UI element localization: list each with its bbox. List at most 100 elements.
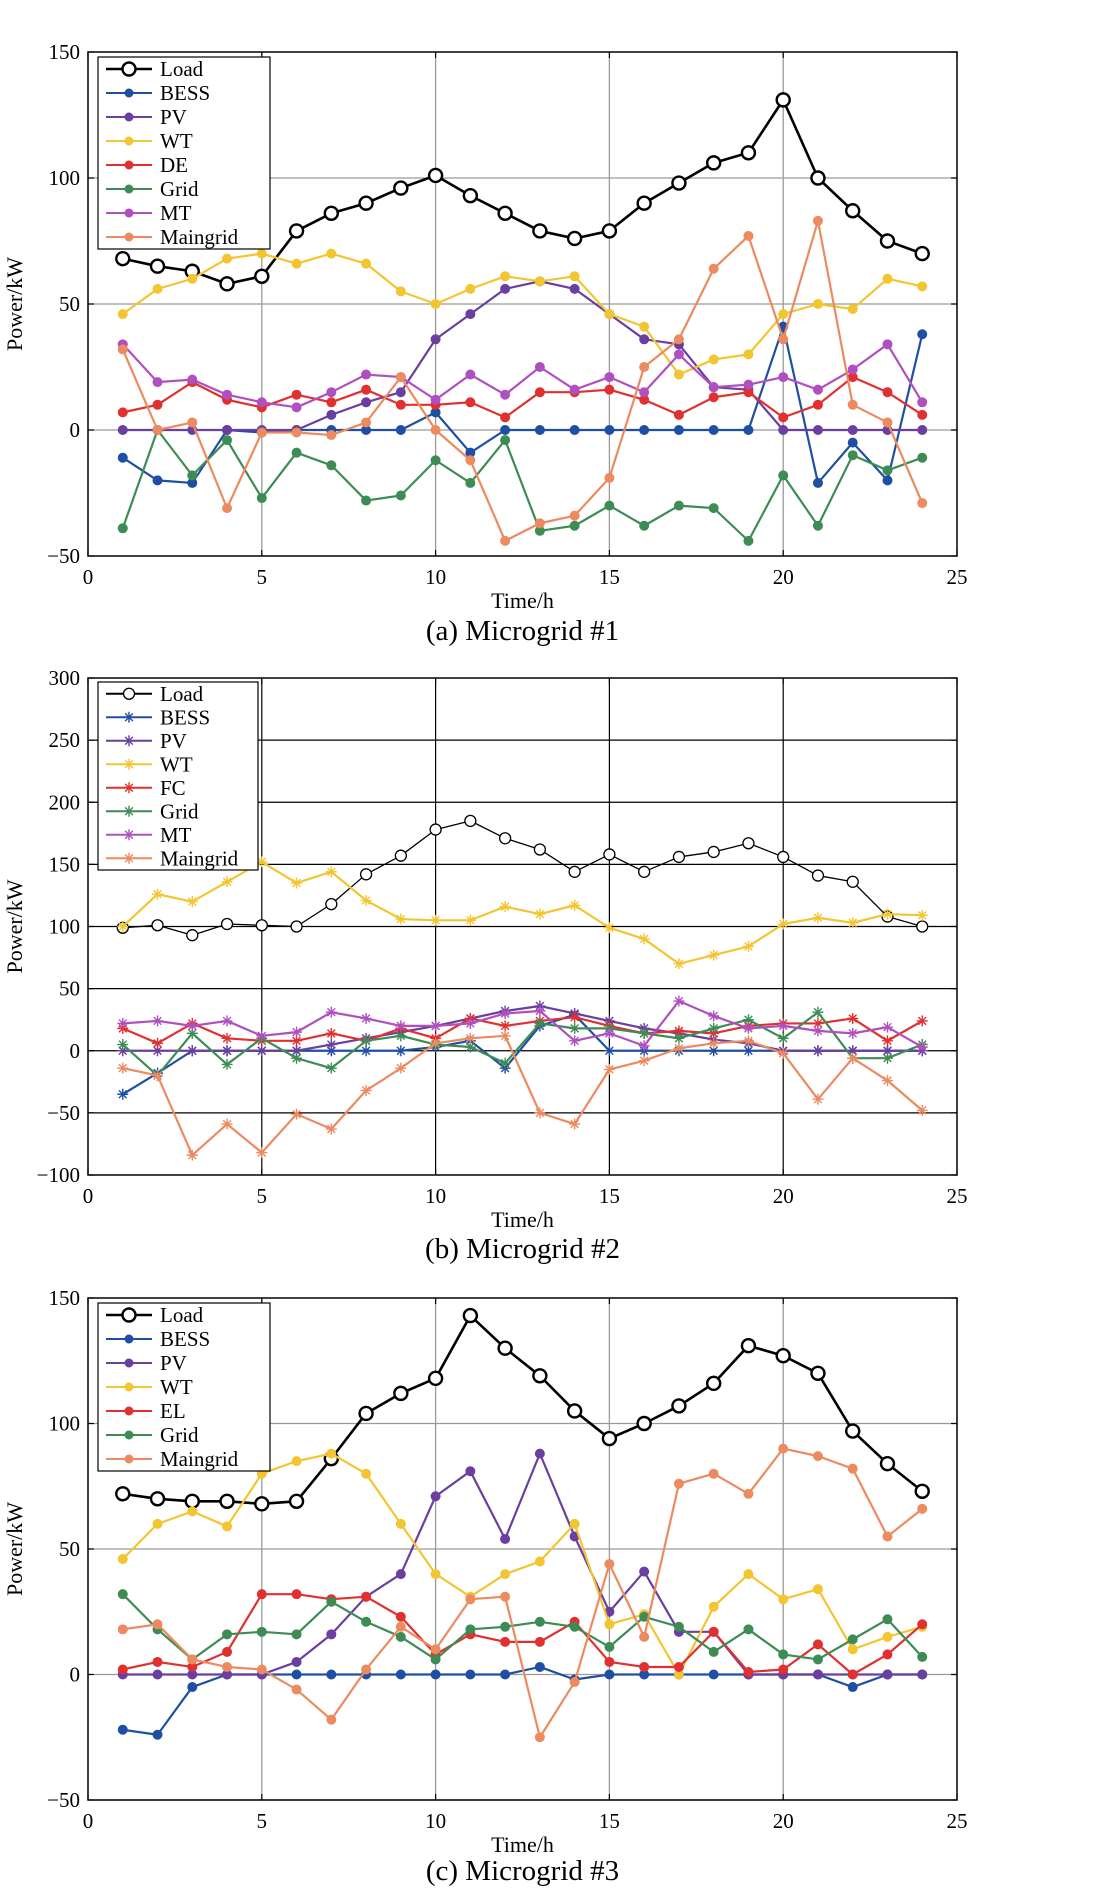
point-load	[497, 1340, 513, 1356]
point-maingrid	[917, 1503, 928, 1514]
point-pv	[465, 1466, 476, 1477]
point-de	[326, 397, 337, 408]
legend-label-bess: BESS	[160, 705, 210, 729]
chart-3: 0 5 10 15 20 25−50050100150Time/hPower/kW(c) …	[2, 1286, 968, 1887]
point-wt	[117, 1554, 128, 1565]
point-grid	[117, 1589, 128, 1600]
point-maingrid	[639, 1631, 650, 1642]
point-load	[151, 919, 164, 932]
series-line-maingrid	[121, 219, 924, 542]
chart-2: 0 5 10 15 20 25 −100 −50 0 50 100 150 200 250 300 Time/…	[2, 666, 968, 1265]
y-tick-label: 250	[49, 728, 81, 752]
point-maingrid	[534, 1732, 545, 1743]
point-el	[708, 1626, 719, 1637]
point-mt	[465, 369, 476, 380]
point-maingrid	[604, 472, 615, 483]
point-maingrid	[778, 334, 789, 345]
point-el	[639, 1661, 650, 1672]
point-grid	[256, 493, 267, 504]
point-el	[291, 1589, 302, 1600]
point-pv	[152, 1045, 164, 1057]
point-mt	[360, 1012, 372, 1024]
point-maingrid	[291, 1684, 302, 1695]
y-tick-label: 100	[49, 1412, 81, 1436]
point-grid	[812, 1654, 823, 1665]
point-fc	[152, 1037, 164, 1049]
point-maingrid	[673, 334, 684, 345]
point-pv	[291, 1656, 302, 1667]
point-load	[845, 203, 861, 219]
point-grid	[222, 435, 233, 446]
point-load	[810, 1365, 826, 1382]
point-grid	[882, 1614, 893, 1625]
point-mt	[222, 389, 233, 400]
y-tick-label: 0	[70, 1039, 81, 1063]
legend-marker-de	[124, 160, 134, 170]
point-pv	[569, 283, 580, 294]
point-mt	[187, 374, 198, 385]
point-grid	[708, 1022, 720, 1034]
point-load	[603, 848, 616, 861]
point-de	[534, 387, 545, 398]
point-load	[394, 849, 407, 862]
point-maingrid	[916, 1104, 928, 1116]
point-grid	[673, 1032, 685, 1044]
legend-label-mt: MT	[160, 823, 192, 847]
point-bess	[603, 1045, 615, 1057]
series-line-mt	[121, 343, 924, 409]
point-load	[740, 145, 757, 161]
point-mt	[395, 1020, 407, 1032]
point-fc	[881, 1035, 893, 1047]
point-bess	[325, 1045, 337, 1057]
point-wt	[534, 1556, 545, 1567]
point-grid	[778, 1649, 789, 1660]
point-mt	[326, 387, 337, 398]
point-pv	[812, 1669, 823, 1680]
point-el	[847, 1669, 858, 1680]
point-wt	[465, 283, 476, 294]
x-tick-label: 5	[257, 1809, 268, 1833]
point-load	[566, 1403, 583, 1419]
legend-label-mt: MT	[160, 201, 192, 225]
point-pv	[395, 1569, 406, 1580]
y-tick-label: 50	[59, 1537, 80, 1561]
point-grid	[221, 1058, 233, 1070]
point-grid	[882, 465, 893, 476]
series-line-pv	[122, 1004, 923, 1052]
point-wt	[326, 248, 337, 259]
x-tick-label: 0	[83, 1184, 94, 1208]
point-bess	[917, 329, 928, 340]
y-axis-label: Power/kW	[2, 257, 27, 351]
point-grid	[430, 455, 441, 466]
point-grid	[569, 1022, 581, 1034]
point-pv	[812, 425, 823, 435]
point-el	[743, 1666, 754, 1677]
point-bess	[812, 477, 823, 488]
point-load	[427, 167, 444, 184]
legend-marker-fc	[123, 782, 135, 794]
point-maingrid	[256, 427, 267, 438]
legend-box	[97, 681, 259, 871]
point-mt	[917, 397, 928, 408]
point-mt	[638, 1040, 650, 1052]
point-maingrid	[187, 1654, 198, 1665]
point-mt	[778, 372, 789, 383]
point-pv	[326, 409, 337, 420]
point-el	[673, 1661, 684, 1672]
point-el	[917, 1619, 928, 1630]
point-bess	[152, 1729, 163, 1740]
point-wt	[917, 281, 928, 292]
point-wt	[742, 940, 754, 952]
legend-marker-bess	[124, 1334, 134, 1344]
point-bess	[117, 1088, 129, 1100]
legend-label-bess: BESS	[160, 81, 210, 105]
point-maingrid	[917, 498, 928, 509]
point-maingrid	[847, 1052, 859, 1064]
point-load	[186, 929, 199, 942]
legend-marker-pv	[124, 1358, 134, 1368]
point-wt	[638, 933, 650, 945]
point-mt	[742, 1022, 754, 1034]
legend-label-grid: Grid	[160, 799, 199, 823]
point-grid	[291, 1052, 303, 1064]
point-grid	[291, 1629, 302, 1640]
